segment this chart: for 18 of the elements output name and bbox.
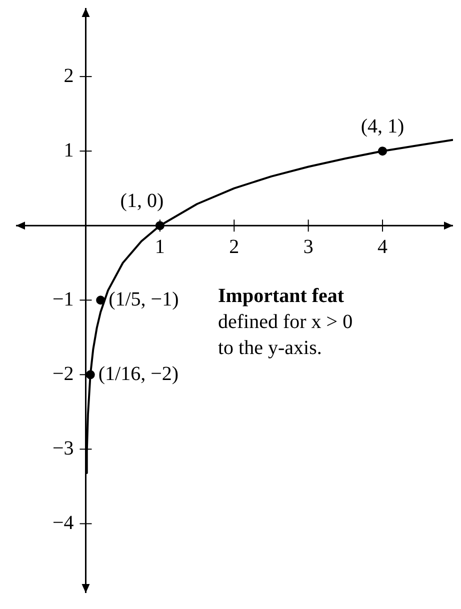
annotation: (4, 1) xyxy=(360,115,404,138)
point xyxy=(96,296,106,305)
annotation: defined for x > 0 xyxy=(218,310,353,335)
x-tick-label: 4 xyxy=(378,236,388,258)
annotation: (1, 0) xyxy=(120,190,164,212)
annotation: Important feat xyxy=(218,284,346,309)
annotation: (1/16, −2) xyxy=(98,362,179,385)
annotation: to the y-axis. xyxy=(218,336,323,361)
x-tick-label: 1 xyxy=(154,236,165,258)
x-tick-label: 3 xyxy=(303,236,314,258)
y-tick-label: −3 xyxy=(52,437,74,460)
annotation: (1/5, −1) xyxy=(108,288,179,310)
y-tick-label: −2 xyxy=(52,362,74,385)
y-tick-label: 2 xyxy=(64,64,74,87)
y-tick-label: −1 xyxy=(52,288,74,310)
y-tick-label: 1 xyxy=(64,139,74,162)
x-tick-label: 2 xyxy=(229,236,240,258)
y-tick-label: −4 xyxy=(52,512,74,534)
